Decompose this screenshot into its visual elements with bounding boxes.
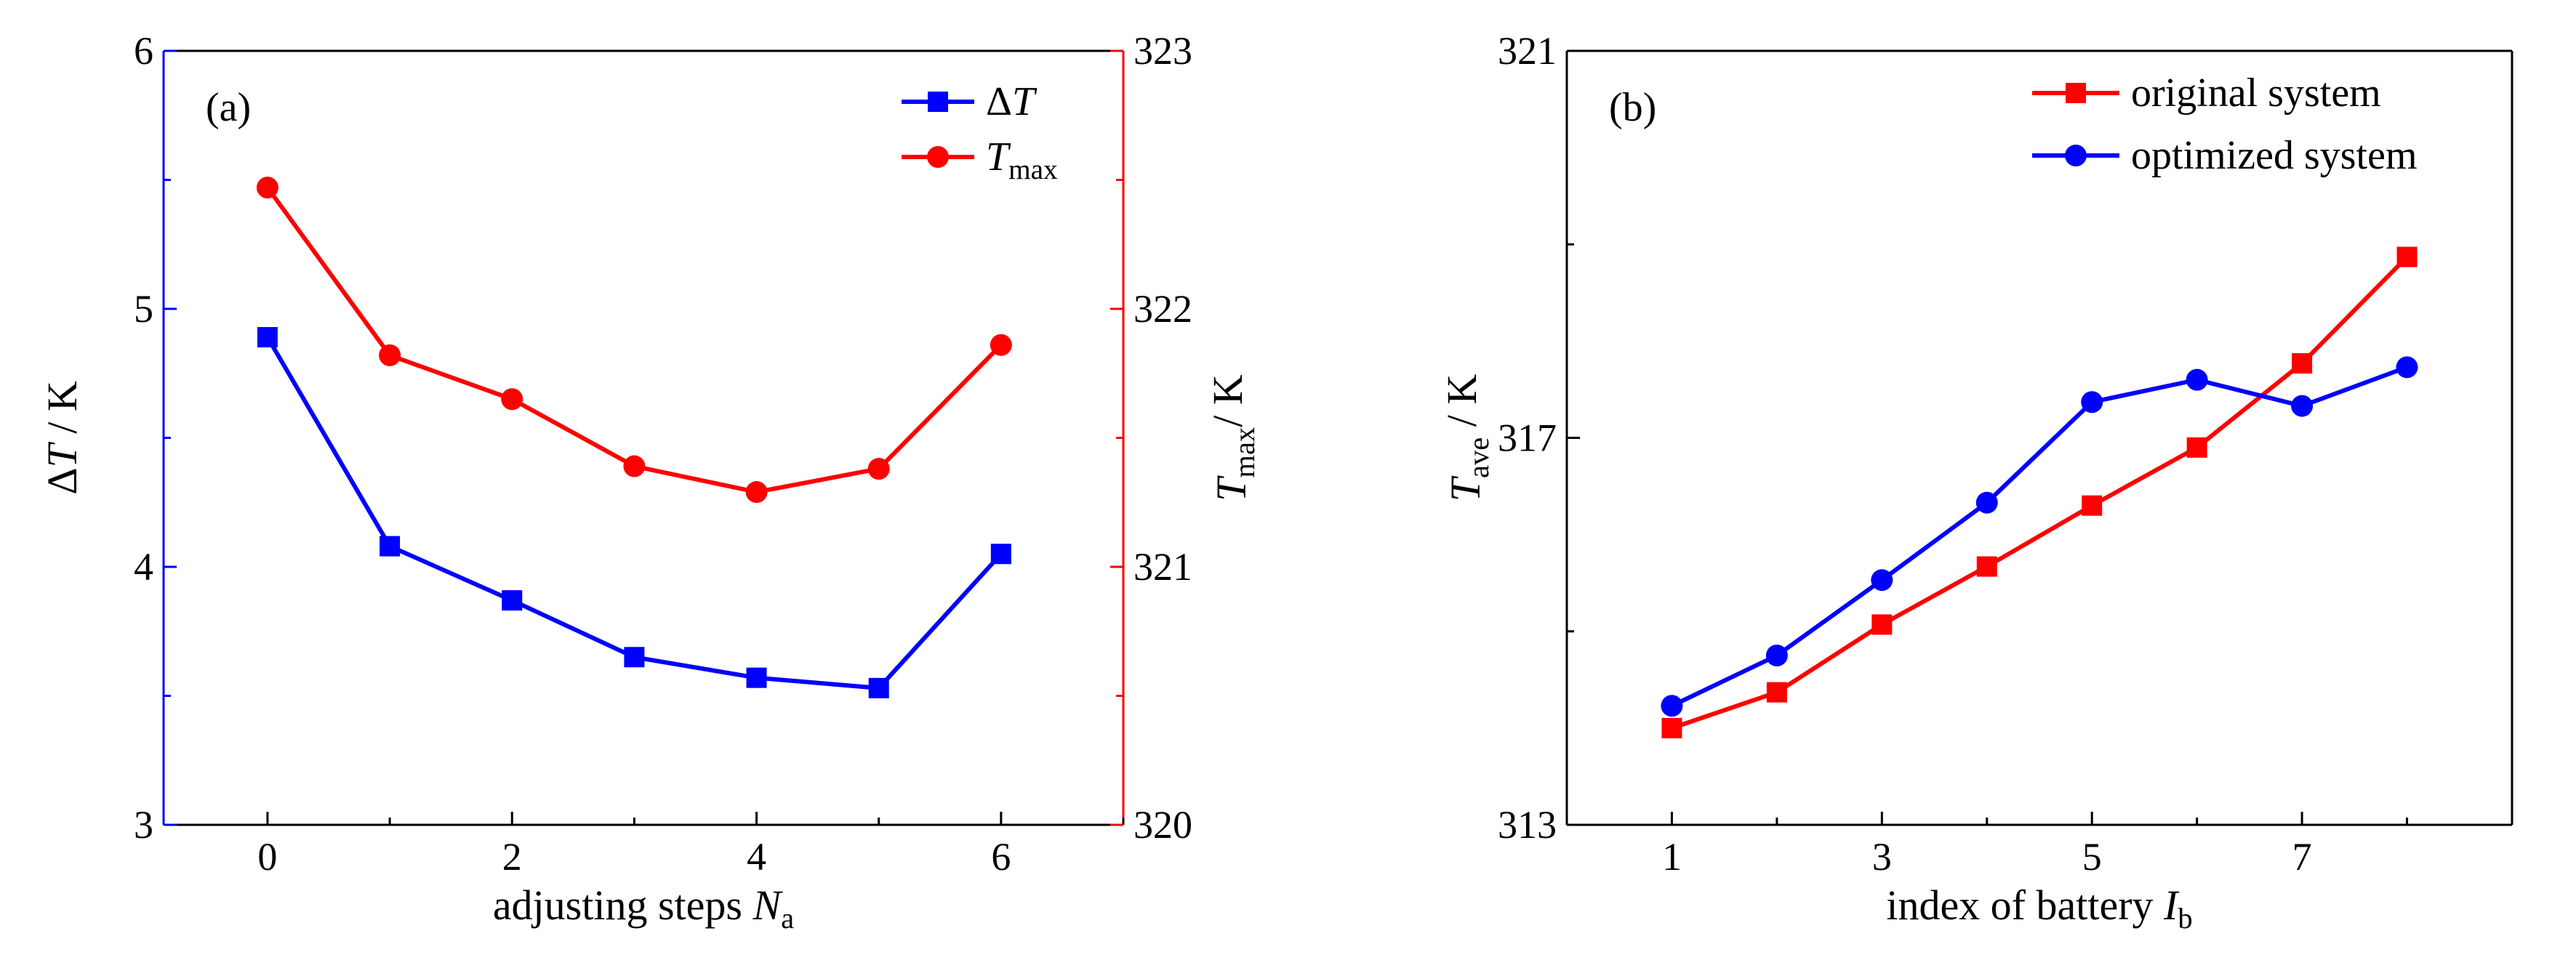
panel-b-series-1-point <box>2292 352 2313 374</box>
panel-b-series-2-point <box>2186 368 2208 391</box>
panel-a-series-2-point <box>867 458 890 480</box>
panel-a-series-1-point <box>624 647 645 668</box>
panel-a-series-2-point <box>745 481 768 504</box>
panel-b-series-2-point <box>1765 645 1788 667</box>
panel-b-series-1-point <box>1871 614 1893 635</box>
panel-a-y-tick-label-right: 320 <box>1133 803 1192 847</box>
panel-b-legend-label-2: optimized system <box>2131 133 2417 178</box>
panel-a-legend-marker-1 <box>928 92 948 112</box>
panel-a-x-tick-label: 0 <box>257 835 277 879</box>
panel-a-y-tick-label-right: 321 <box>1133 545 1192 589</box>
panel-b-x-axis-title: index of battery Ib <box>1886 882 2192 935</box>
panel-a-y-tick-label-left: 6 <box>134 29 153 73</box>
panel-b-x-tick-label: 5 <box>2082 835 2102 879</box>
panel-b-series-1-point <box>2186 437 2207 458</box>
panel-b-x-tick-label: 1 <box>1662 835 1682 879</box>
panel-b-series-2-point <box>1871 569 1893 592</box>
panel-b-series-1-point <box>1766 682 1787 703</box>
panel-b-series-1-point <box>2396 246 2417 267</box>
panel-b-legend-marker-2 <box>2065 145 2087 166</box>
panel-a-legend-label-1: ΔT <box>986 79 1038 124</box>
panel-a-series-1-point <box>380 536 401 557</box>
panel-a-y-tick-label-left: 4 <box>134 545 153 589</box>
panel-b-legend-label-1: original system <box>2131 70 2381 116</box>
panel-b-y-tick-label-left: 317 <box>1498 416 1557 460</box>
panel-b-chart: 1 3 5 7 313 317 321 index of battery Ib Tave / K… <box>1438 29 2513 935</box>
panel-b-series-2-point <box>2396 356 2418 379</box>
panel-b-y-axis-title-left: Tave / K <box>1438 374 1495 502</box>
panel-b-y-tick-label-left: 313 <box>1498 803 1557 847</box>
panel-b-series-1-line <box>1671 255 2409 730</box>
panel-a-series-2-line <box>265 186 1003 495</box>
panel-a-x-tick-label: 2 <box>502 835 522 879</box>
panel-b-series-2-point <box>1975 491 1998 514</box>
panel-b-x-tick-label: 3 <box>1872 835 1892 879</box>
panel-a-series-1-point <box>746 667 767 688</box>
panel-b-series-2-point <box>2081 391 2103 414</box>
panel-a-y-tick-label-right: 323 <box>1133 29 1192 73</box>
panel-a-legend-label-2: Tmax <box>986 134 1058 185</box>
panel-a-y-axis-title-right: Tmax/ K <box>1204 374 1261 501</box>
panel-b-series-1-point <box>1976 556 1997 577</box>
panel-b-y-tick-label-left: 321 <box>1498 29 1557 73</box>
panel-a-y-tick-label-left: 5 <box>134 287 153 331</box>
panel-a-series-1-point <box>257 327 278 348</box>
panel-a-x-tick-label: 6 <box>991 835 1011 879</box>
panel-a-label: (a) <box>206 85 251 130</box>
panel-a-series-2-point <box>990 334 1012 356</box>
panel-a-series-1-point <box>502 590 523 611</box>
panel-a-y-axis-title-left: ΔT / K <box>39 381 86 495</box>
panel-a-series-2-point <box>623 455 646 477</box>
panel-a-series-2-point <box>379 344 401 366</box>
panel-b-series-1-point <box>2082 495 2103 516</box>
panel-b-legend-marker-1 <box>2066 83 2086 103</box>
panel-a-series-1-line <box>265 336 1003 690</box>
panel-a-y-tick-label-left: 3 <box>134 803 153 847</box>
panel-b-series-2-point <box>1661 695 1683 717</box>
panel-b-label: (b) <box>1609 85 1656 130</box>
panel-a-x-axis-title: adjusting steps Na <box>493 882 794 935</box>
panel-a-legend-marker-2 <box>927 146 949 168</box>
panel-a-series-2-point <box>501 388 523 411</box>
panel-a-series-1-point <box>990 544 1011 565</box>
panel-a-series-2-point <box>256 177 278 199</box>
panel-a-series-1-point <box>868 677 889 698</box>
panel-b-series-2-point <box>2291 395 2314 417</box>
panel-b-series-1-point <box>1661 717 1682 738</box>
panel-b-series-2-line <box>1671 365 2408 708</box>
panel-a-y-tick-label-right: 322 <box>1133 287 1192 331</box>
panel-a-chart: 0 2 4 6 3 4 5 6 320 321 322 323 adjusting steps Na ΔT… <box>39 29 1261 935</box>
panel-a-x-tick-label: 4 <box>747 835 766 879</box>
panel-b-x-tick-label: 7 <box>2292 835 2312 879</box>
